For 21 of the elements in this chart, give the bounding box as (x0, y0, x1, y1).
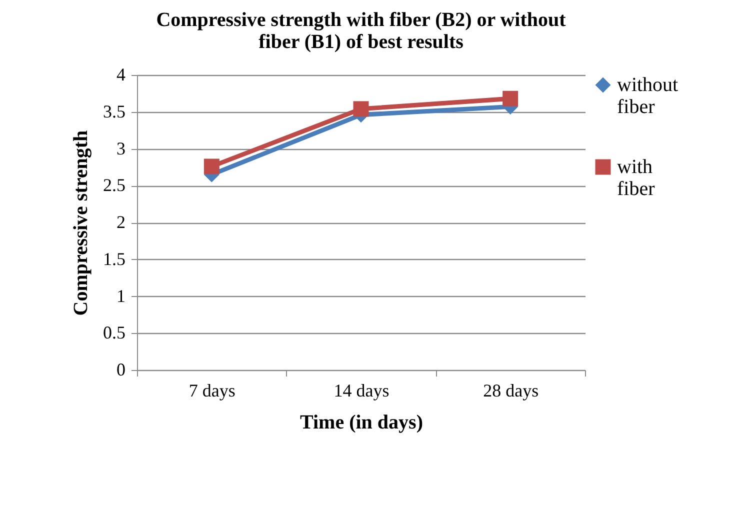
point (204, 158, 220, 174)
y-tick-label: 0 (116, 360, 126, 380)
x-axis-title: Time (in days) (300, 412, 423, 434)
y-tick-label: 1.5 (103, 248, 126, 269)
y-axis-title: Compressive strength (70, 130, 92, 316)
y-tick-label: 3 (116, 138, 126, 158)
legend-label: without fiber (617, 74, 679, 118)
y-tick-label: 4 (116, 64, 126, 84)
y-tick-label: 2 (116, 212, 126, 232)
point (353, 101, 369, 117)
legend-label: with fiber (617, 156, 656, 200)
x-tick-label: 14 days (334, 380, 390, 400)
text: Compressive strength with fiber (B2) or without (156, 9, 566, 31)
x-tick-label: 28 days (483, 380, 539, 400)
y-tick-label: 2.5 (103, 175, 126, 196)
x-tick-label: 7 days (188, 380, 236, 400)
y-tick-label: 0.5 (103, 322, 126, 343)
point (502, 90, 518, 106)
text: fiber (B1) of best results (258, 31, 464, 53)
y-tick-label: 3.5 (103, 101, 126, 122)
y-tick-label: 1 (116, 286, 126, 306)
